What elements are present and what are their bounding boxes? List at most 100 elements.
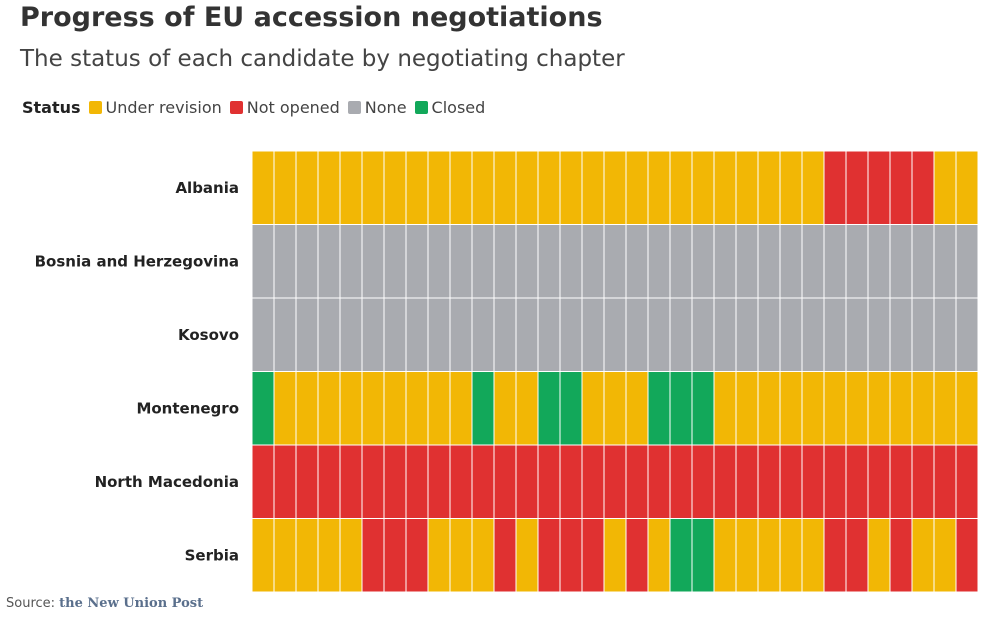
cell-under-revision [713,518,737,593]
cell-under-revision [295,371,319,446]
cell-not-opened [647,444,671,519]
cell-under-revision [691,150,715,225]
cell-none [603,297,627,372]
cell-not-opened [493,518,517,593]
cell-none [471,297,495,372]
cell-under-revision [273,371,297,446]
cell-under-revision [801,371,825,446]
cell-under-revision [251,150,275,225]
cell-under-revision [295,518,319,593]
cell-closed [537,371,561,446]
cell-none [295,297,319,372]
cell-none [493,297,517,372]
cell-not-opened [471,444,495,519]
cell-not-opened [603,444,627,519]
cell-not-opened [845,518,869,593]
cell-under-revision [735,150,759,225]
cell-not-opened [867,444,891,519]
cell-none [801,297,825,372]
cell-under-revision [361,150,385,225]
cell-not-opened [295,444,319,519]
legend-title: Status [22,98,81,117]
cell-not-opened [955,518,979,593]
cell-none [955,224,979,299]
cell-under-revision [911,518,935,593]
cell-not-opened [383,444,407,519]
cell-none [823,224,847,299]
cell-under-revision [339,150,363,225]
cell-not-opened [273,444,297,519]
cell-under-revision [383,371,407,446]
cell-closed [559,371,583,446]
cell-under-revision [845,371,869,446]
cell-closed [251,371,275,446]
cell-not-opened [911,444,935,519]
cell-none [845,297,869,372]
chart-subtitle: The status of each candidate by negotiat… [20,46,625,72]
cell-not-opened [251,444,275,519]
cell-not-opened [889,150,913,225]
legend-swatch-closed [414,101,428,114]
cell-not-opened [801,444,825,519]
cell-none [339,224,363,299]
cell-under-revision [647,518,671,593]
cell-none [691,224,715,299]
cell-none [581,224,605,299]
row-label: Montenegro [136,399,239,417]
cell-not-opened [625,518,649,593]
cell-none [933,224,957,299]
legend: Status Under revision Not opened None Cl… [22,98,493,117]
cell-under-revision [449,518,473,593]
cell-not-opened [845,150,869,225]
cell-none [317,224,341,299]
cell-none [493,224,517,299]
cell-none [625,297,649,372]
cell-not-opened [757,444,781,519]
cell-none [691,297,715,372]
cell-under-revision [757,150,781,225]
cell-none [273,224,297,299]
cell-under-revision [757,371,781,446]
cell-not-opened [889,518,913,593]
cell-none [515,297,539,372]
row-label: Serbia [185,546,239,564]
cell-not-opened [405,444,429,519]
cell-none [911,224,935,299]
cell-none [779,224,803,299]
cell-none [471,224,495,299]
cell-under-revision [295,150,319,225]
cell-none [581,297,605,372]
cell-none [669,224,693,299]
row-serbia: Serbia [185,518,979,593]
cell-none [361,297,385,372]
cell-none [537,224,561,299]
legend-label-not-opened: Not opened [246,98,340,117]
cell-under-revision [603,518,627,593]
legend-item-none: None [347,98,407,117]
cell-under-revision [757,518,781,593]
cell-under-revision [933,518,957,593]
cell-none [933,297,957,372]
cell-none [537,297,561,372]
legend-label-under-revision: Under revision [105,98,222,117]
cell-under-revision [603,371,627,446]
cell-not-opened [383,518,407,593]
cell-none [867,224,891,299]
cell-none [867,297,891,372]
cell-none [559,297,583,372]
cell-not-opened [361,444,385,519]
cell-under-revision [471,150,495,225]
legend-label-closed: Closed [431,98,486,117]
cell-not-opened [317,444,341,519]
cell-not-opened [889,444,913,519]
cell-under-revision [933,150,957,225]
cell-not-opened [779,444,803,519]
cell-none [625,224,649,299]
source-brand-logo: the New Union Post [59,596,204,611]
cell-under-revision [493,371,517,446]
legend-item-closed: Closed [414,98,486,117]
cell-under-revision [471,518,495,593]
cell-under-revision [427,150,451,225]
cell-under-revision [823,371,847,446]
